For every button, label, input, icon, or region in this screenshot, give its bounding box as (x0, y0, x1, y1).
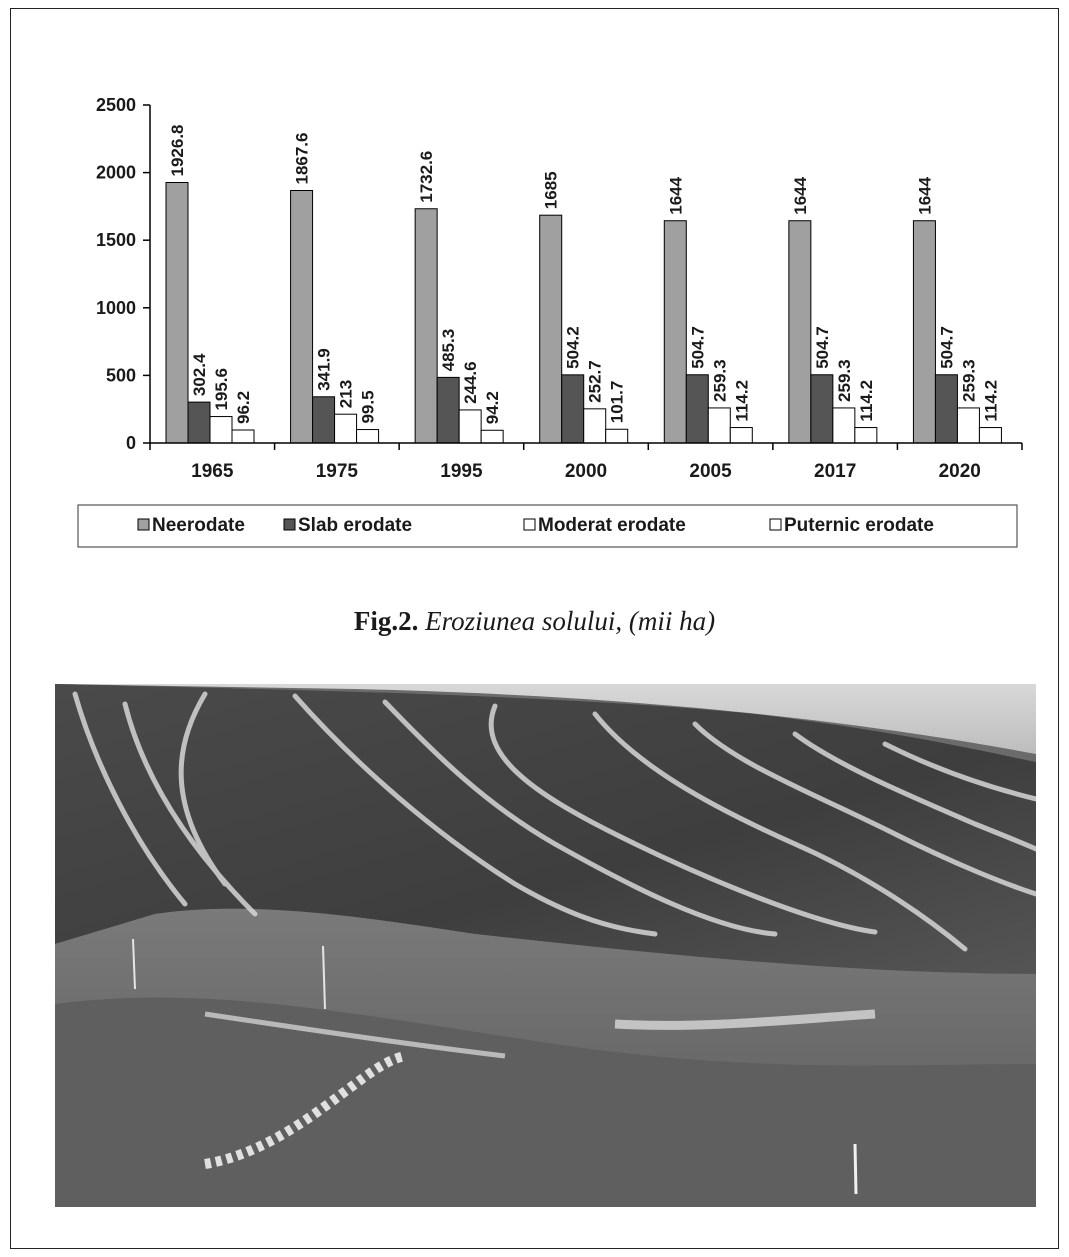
data-label: 1732.6 (417, 151, 436, 203)
data-label: 244.6 (461, 361, 480, 404)
legend: Neerodate Slab erodate Moderat erodate Pute… (77, 504, 1018, 548)
bar (458, 409, 482, 444)
legend-label: Moderat erodate (538, 515, 686, 536)
x-tick-label: 2005 (689, 461, 732, 482)
data-label: 1867.6 (293, 133, 312, 185)
data-label: 485.3 (439, 329, 458, 372)
caption-text: Eroziunea solului, (mii ha) (425, 606, 716, 636)
data-label: 101.7 (608, 381, 627, 424)
legend-label: Slab erodate (298, 515, 412, 536)
y-tick-label: 1500 (96, 230, 136, 250)
data-label: 1644 (915, 176, 934, 214)
bar (583, 408, 607, 444)
legend-swatch (523, 518, 536, 531)
data-label: 504.7 (937, 326, 956, 369)
bar (356, 429, 380, 444)
data-label: 259.3 (835, 359, 854, 402)
data-label: 1926.8 (168, 124, 187, 176)
x-tick-label: 2017 (814, 461, 856, 482)
bar (832, 407, 856, 444)
data-label: 94.2 (483, 391, 502, 424)
data-label: 504.7 (688, 326, 707, 369)
legend-box (77, 504, 1018, 548)
x-tick-label: 2000 (565, 461, 607, 482)
data-label: 341.9 (315, 348, 334, 391)
y-tick-label: 1000 (96, 298, 136, 318)
data-label: 195.6 (212, 368, 231, 411)
data-label: 1644 (666, 176, 685, 214)
x-axis: 1965 1975 1995 2000 2005 2017 2020 (149, 442, 1023, 482)
bar (231, 429, 255, 444)
data-label: 259.3 (959, 359, 978, 402)
bar (685, 374, 709, 444)
bar (810, 374, 834, 444)
x-tick-label: 1975 (316, 461, 359, 482)
figure-caption: Fig.2. Eroziunea solului, (mii ha) (0, 606, 1069, 637)
y-tick-label: 2500 (96, 95, 136, 115)
bar (480, 429, 504, 444)
bar (187, 401, 211, 444)
bar (165, 181, 189, 444)
bar-chart: 0 500 1000 1500 2000 2500 1926.8 302.4 195.6 96.… (77, 95, 1023, 548)
data-label: 504.7 (813, 326, 832, 369)
y-tick-label: 0 (126, 433, 136, 453)
data-label: 114.2 (732, 380, 751, 422)
bar (334, 413, 358, 444)
legend-swatch (137, 518, 150, 531)
bar (729, 427, 753, 444)
bar (312, 396, 336, 444)
data-label: 504.2 (564, 326, 583, 369)
y-tick-label: 500 (106, 365, 136, 385)
bar (854, 427, 878, 444)
bar (561, 374, 585, 444)
y-axis: 0 500 1000 1500 2000 2500 (96, 95, 151, 453)
data-label: 213 (337, 380, 356, 408)
data-label: 99.5 (359, 390, 378, 423)
bar (209, 416, 233, 444)
bar (788, 220, 812, 444)
bar (956, 407, 980, 444)
caption-label: Fig.2. (353, 606, 419, 636)
erosion-photo (55, 684, 1036, 1207)
data-label: 1644 (791, 176, 810, 214)
legend-swatch (283, 518, 296, 531)
x-tick-label: 2020 (939, 461, 981, 482)
legend-swatch (769, 518, 782, 531)
data-label: 1685 (542, 171, 561, 209)
bar (663, 220, 687, 444)
x-tick-label: 1995 (440, 461, 483, 482)
bar (912, 220, 936, 444)
bar (436, 376, 460, 444)
legend-label: Neerodate (152, 515, 245, 536)
data-label: 114.2 (857, 380, 876, 422)
bar (978, 427, 1002, 444)
y-tick-label: 2000 (96, 163, 136, 183)
bar (605, 428, 629, 444)
legend-label: Puternic erodate (784, 515, 934, 536)
data-label: 302.4 (190, 353, 209, 396)
data-label: 114.2 (981, 380, 1000, 422)
page-frame (10, 8, 1059, 1249)
bar (539, 214, 563, 444)
bar (290, 190, 314, 444)
data-label: 259.3 (710, 359, 729, 402)
x-tick-label: 1965 (191, 461, 234, 482)
bar (707, 407, 731, 444)
bar (934, 374, 958, 444)
data-label: 96.2 (234, 391, 253, 424)
data-label: 252.7 (586, 360, 605, 403)
bar (414, 208, 438, 444)
